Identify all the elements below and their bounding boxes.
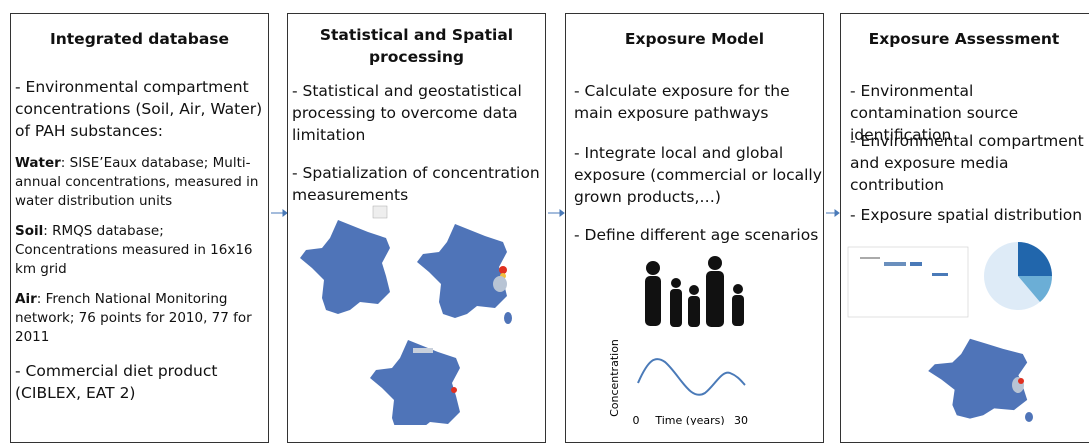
item-text: : SISE’Eaux database; Multi-annual conce…	[15, 155, 259, 209]
item-text: : French National Monitoring network; 76…	[15, 291, 252, 345]
x-end: 30	[734, 414, 748, 425]
map-3	[370, 340, 460, 425]
panel-title: Exposure Assessment	[868, 30, 1060, 48]
map-2	[417, 224, 512, 324]
item: - Commercial diet product (CIBLEX, EAT 2…	[15, 362, 218, 402]
item: - Statistical and geostatistical process…	[292, 82, 522, 144]
item: - Environmental contamination source ide…	[850, 82, 1019, 144]
item-label: Air	[15, 291, 37, 307]
panel-title: Integrated database	[49, 30, 230, 48]
item: - Exposure spatial distribution	[850, 206, 1083, 224]
item: Air: French National Monitoring network;…	[15, 290, 265, 347]
item: - Integrate local and global exposure (c…	[574, 144, 822, 206]
item: Soil: RMQS database; Concentrations meas…	[15, 222, 265, 279]
x-start: 0	[633, 414, 640, 425]
item: - Spatialization of concentration measur…	[292, 164, 540, 204]
item: - Define different age scenarios	[574, 226, 819, 244]
item: - Calculate exposure for the main exposu…	[574, 82, 790, 122]
boxplot-thumbnail	[847, 246, 969, 318]
pie-thumbnail	[984, 242, 1053, 310]
panel: Exposure Model - Calculate exposure for …	[565, 13, 824, 443]
item: Water: SISE’Eaux database; Multi-annual …	[15, 154, 265, 211]
panel-title: Statistical and Spatial processing	[319, 26, 514, 66]
arrows	[271, 209, 840, 217]
page: Concentration 0 Time (years) 30 Integrat…	[10, 13, 1089, 443]
item-label: Soil	[15, 223, 44, 239]
item: - Environmental compartment concentratio…	[15, 78, 263, 140]
map-4	[928, 338, 1033, 422]
family-silhouette	[645, 256, 744, 327]
concentration-graph: Concentration 0 Time (years) 30	[608, 339, 748, 425]
item: - Environmental compartment and exposure…	[850, 132, 1084, 194]
item-label: Water	[15, 155, 61, 171]
panel: Integrated database - Environmental comp…	[10, 13, 269, 443]
panel-title: Exposure Model	[624, 30, 765, 48]
graphics: Concentration 0 Time (years) 30	[271, 205, 1053, 425]
x-label: Time (years)	[654, 414, 724, 425]
map-1	[300, 205, 390, 314]
panel: Exposure Assessment - Environmental cont…	[840, 13, 1089, 443]
panel: Statistical and Spatial processing - Sta…	[287, 13, 546, 443]
y-label: Concentration	[608, 339, 621, 417]
item-text: : RMQS database; Concentrations measured…	[15, 223, 253, 277]
